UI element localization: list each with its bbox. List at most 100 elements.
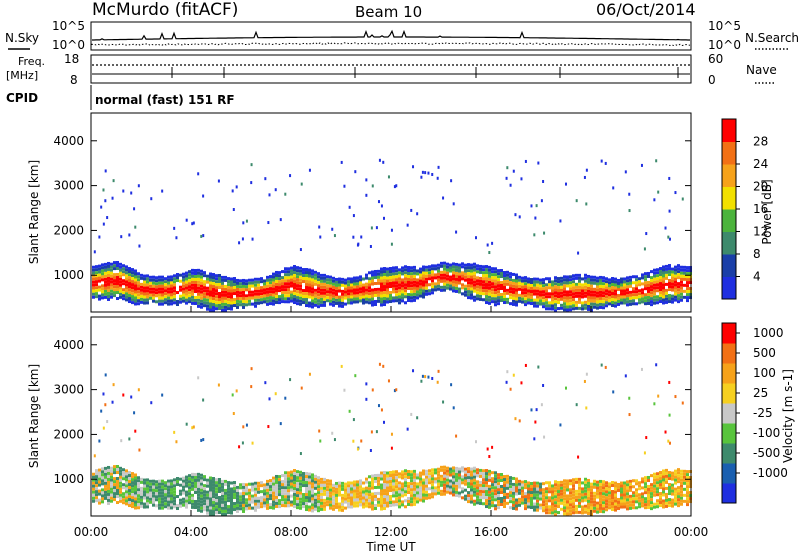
power-cell [317, 284, 320, 288]
velocity-cell [602, 480, 605, 484]
velocity-cell [158, 488, 161, 492]
power-cell [569, 302, 572, 306]
power-cell [365, 178, 368, 182]
power-cell [242, 293, 245, 297]
power-cell [590, 302, 593, 306]
velocity-cell [209, 485, 212, 489]
velocity-cell [302, 505, 305, 509]
velocity-cell [545, 481, 548, 485]
power-cell [564, 182, 567, 186]
power-cell [314, 288, 317, 292]
velocity-cell [386, 495, 389, 499]
velocity-cell [551, 505, 554, 509]
power-cell [596, 303, 599, 307]
power-cell [464, 263, 467, 267]
power-cell [185, 289, 188, 293]
velocity-cell [410, 476, 413, 480]
velocity-cell [557, 499, 560, 503]
velocity-cell [458, 473, 461, 477]
velocity-cell [520, 381, 523, 385]
power-cell [671, 285, 674, 289]
power-cell [455, 230, 458, 234]
power-cell [512, 302, 515, 306]
power-cell [428, 274, 431, 278]
velocity-cell [398, 472, 401, 476]
power-cell [344, 293, 347, 297]
power-cell [296, 272, 299, 276]
time-tick-label: 12:00 [374, 525, 409, 539]
power-cell [668, 279, 671, 283]
power-cell [155, 276, 158, 280]
velocity-cell [101, 488, 104, 492]
velocity-cell [461, 475, 464, 479]
velocity-cell [539, 485, 542, 489]
velocity-cell [401, 470, 404, 474]
power-cell [98, 276, 101, 280]
velocity-cell [470, 497, 473, 501]
velocity-cell [152, 485, 155, 489]
velocity-cell [155, 486, 158, 490]
velocity-cell [230, 499, 233, 503]
velocity-cell [557, 493, 560, 497]
velocity-cell [374, 491, 377, 495]
velocity-cell [665, 504, 668, 508]
velocity-cell [656, 481, 659, 485]
power-cell [281, 285, 284, 289]
velocity-cell [206, 496, 209, 500]
velocity-cell [476, 474, 479, 478]
power-cell [140, 285, 143, 289]
velocity-cell [254, 490, 257, 494]
velocity-cell [470, 485, 473, 489]
power-cell [371, 297, 374, 301]
colorbar-swatch [722, 323, 736, 344]
velocity-cell [98, 439, 101, 443]
power-cell [149, 287, 152, 291]
power-cell [299, 278, 302, 282]
power-cell [221, 308, 224, 312]
power-cell [461, 274, 464, 278]
power-cell [215, 307, 218, 311]
velocity-cell [572, 478, 575, 482]
velocity-cell [530, 491, 533, 495]
velocity-cell [107, 486, 110, 490]
power-cell [569, 293, 572, 297]
power-cell [269, 296, 272, 300]
velocity-cell [440, 474, 443, 478]
velocity-cell [386, 474, 389, 478]
power-cell [290, 281, 293, 285]
power-cell [98, 264, 101, 268]
velocity-cell [104, 469, 107, 473]
power-cell [518, 299, 521, 303]
velocity-cell [509, 494, 512, 498]
power-cell [251, 293, 254, 297]
power-cell [680, 265, 683, 269]
power-cell [629, 284, 632, 288]
power-cell [242, 281, 245, 285]
power-cell [575, 303, 578, 307]
velocity-cell [290, 500, 293, 504]
velocity-cell [668, 380, 671, 384]
velocity-cell [485, 502, 488, 506]
velocity-cell [593, 482, 596, 486]
power-cell [383, 279, 386, 283]
power-cell [311, 278, 314, 282]
power-cell [575, 300, 578, 304]
power-cell [191, 222, 194, 226]
velocity-cell [332, 495, 335, 499]
velocity-cell [149, 488, 152, 492]
power-cell [146, 283, 149, 287]
power-cell [389, 285, 392, 289]
velocity-cell [290, 503, 293, 507]
velocity-cell [392, 491, 395, 495]
power-cell [686, 266, 689, 270]
velocity-cell [473, 466, 476, 470]
velocity-cell [674, 496, 677, 500]
power-cell [116, 267, 119, 271]
power-cell [116, 282, 119, 286]
velocity-cell [293, 484, 296, 488]
velocity-cell [308, 496, 311, 500]
power-cell [584, 279, 587, 283]
power-cell [614, 301, 617, 305]
power-cell [374, 281, 377, 285]
power-cell [374, 275, 377, 279]
